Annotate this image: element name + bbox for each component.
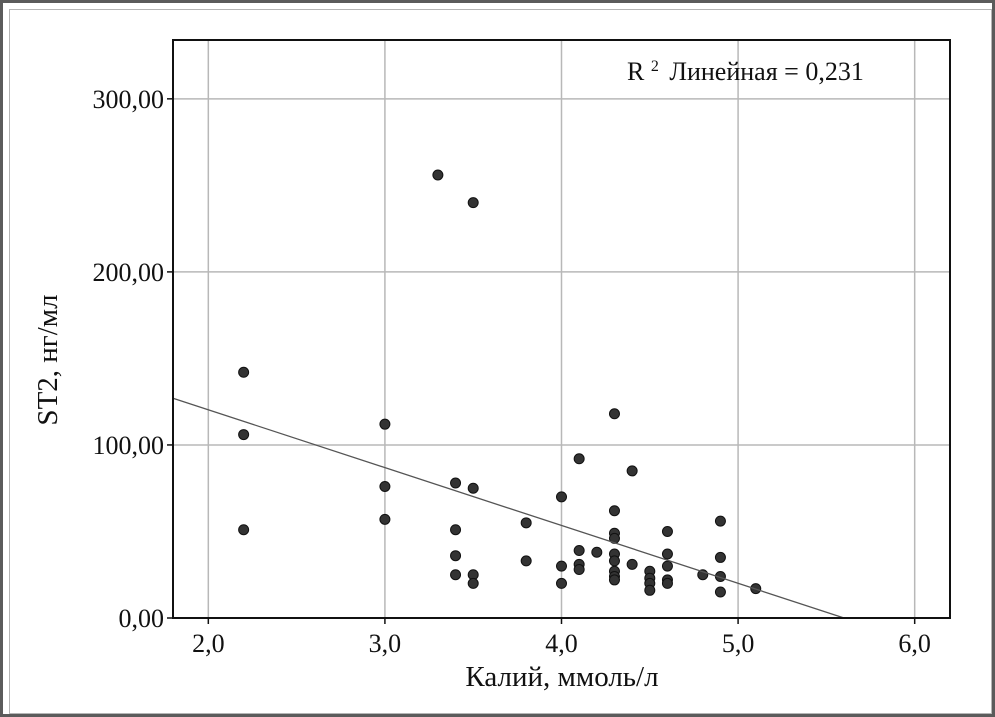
y-tick-label: 100,00: [93, 431, 165, 460]
grid-lines: [173, 40, 950, 618]
x-tick-label: 5,0: [722, 629, 755, 658]
data-point: [573, 453, 585, 465]
linear-fit-line: [172, 397, 845, 619]
y-tick-label: 200,00: [93, 258, 165, 287]
x-tick-label: 6,0: [898, 629, 931, 658]
x-tick-label: 3,0: [369, 629, 402, 658]
y-tick-label: 0,00: [119, 604, 165, 633]
data-point: [520, 517, 532, 529]
data-point: [379, 513, 391, 525]
figure-inner-frame: [9, 9, 992, 714]
data-point: [556, 491, 567, 503]
tick-labels: 2,0 3,0 4,0 5,0 6,0 0,00 100,00 200,00 300,00: [93, 85, 931, 658]
data-point: [467, 577, 479, 589]
y-axis-title: ST2, нг/мл: [32, 294, 64, 425]
data-point: [608, 408, 620, 420]
data-point: [591, 546, 603, 558]
r2-label: R: [627, 57, 645, 86]
data-point: [661, 548, 673, 560]
data-point: [379, 418, 391, 430]
data-points: [238, 169, 762, 598]
x-tick-label: 2,0: [192, 629, 225, 658]
data-point: [714, 551, 726, 563]
data-point: [573, 545, 585, 557]
data-point: [450, 550, 462, 562]
data-point: [644, 584, 656, 596]
r2-text: Линейная = 0,231: [669, 57, 864, 86]
data-point: [467, 197, 479, 209]
data-point: [626, 558, 638, 570]
data-point: [520, 555, 532, 567]
data-point: [608, 555, 620, 567]
r2-superscript: 2: [651, 58, 659, 75]
data-point: [714, 515, 726, 527]
data-point: [238, 429, 250, 441]
data-point: [450, 524, 462, 536]
x-axis-title: Калий, ммоль/л: [465, 661, 658, 693]
fit-line-layer: [172, 397, 845, 619]
data-point: [661, 560, 673, 572]
data-point: [626, 465, 638, 477]
data-point: [556, 577, 567, 589]
data-point: [608, 505, 620, 517]
data-point: [432, 169, 444, 181]
data-point: [573, 564, 585, 576]
data-point: [467, 482, 479, 494]
data-point: [238, 524, 250, 536]
data-point: [661, 577, 673, 589]
r-squared-annotation: R 2 Линейная = 0,231: [627, 48, 864, 86]
data-point: [450, 569, 462, 581]
data-point: [661, 525, 673, 537]
data-point: [556, 560, 567, 572]
data-point: [379, 480, 391, 492]
data-point: [608, 574, 620, 586]
data-point: [450, 477, 462, 489]
x-tick-label: 4,0: [545, 629, 578, 658]
data-point: [238, 366, 250, 378]
data-point: [714, 586, 726, 598]
y-tick-label: 300,00: [93, 85, 165, 114]
